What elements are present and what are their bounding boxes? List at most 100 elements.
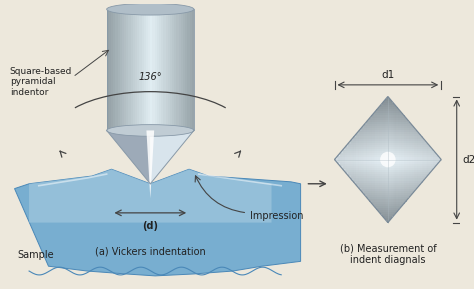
Polygon shape	[107, 130, 150, 184]
Polygon shape	[358, 187, 417, 189]
Polygon shape	[148, 9, 150, 130]
Polygon shape	[369, 118, 407, 120]
Polygon shape	[159, 9, 161, 130]
Polygon shape	[376, 109, 400, 111]
Polygon shape	[339, 164, 437, 166]
Polygon shape	[360, 189, 415, 191]
Polygon shape	[367, 197, 408, 199]
Polygon shape	[365, 195, 410, 197]
Polygon shape	[376, 208, 400, 210]
Polygon shape	[131, 9, 133, 130]
Polygon shape	[385, 99, 391, 101]
Polygon shape	[380, 105, 396, 107]
Polygon shape	[341, 166, 435, 168]
Polygon shape	[364, 193, 412, 195]
Polygon shape	[422, 139, 425, 180]
Text: Impression: Impression	[250, 211, 304, 221]
Polygon shape	[365, 122, 410, 124]
Polygon shape	[111, 9, 113, 130]
Polygon shape	[348, 142, 351, 177]
Polygon shape	[344, 147, 431, 149]
Polygon shape	[128, 9, 131, 130]
Polygon shape	[436, 155, 438, 164]
Polygon shape	[348, 174, 428, 176]
Polygon shape	[161, 9, 164, 130]
Polygon shape	[343, 149, 433, 151]
Polygon shape	[29, 169, 272, 223]
Polygon shape	[179, 9, 181, 130]
Polygon shape	[430, 149, 433, 171]
Polygon shape	[425, 142, 428, 177]
Polygon shape	[155, 9, 157, 130]
Polygon shape	[351, 178, 424, 181]
Polygon shape	[428, 145, 430, 174]
Polygon shape	[361, 127, 364, 193]
Ellipse shape	[107, 3, 194, 15]
Ellipse shape	[107, 125, 194, 136]
Polygon shape	[150, 9, 153, 130]
Polygon shape	[118, 9, 120, 130]
Polygon shape	[371, 201, 405, 204]
Polygon shape	[164, 9, 165, 130]
Polygon shape	[107, 9, 109, 130]
Circle shape	[380, 152, 396, 167]
Polygon shape	[146, 9, 148, 130]
Polygon shape	[346, 145, 429, 147]
Text: d1: d1	[381, 70, 394, 80]
Polygon shape	[345, 145, 348, 174]
Polygon shape	[135, 9, 137, 130]
Polygon shape	[183, 9, 185, 130]
Polygon shape	[358, 129, 361, 190]
Polygon shape	[346, 172, 429, 174]
Polygon shape	[357, 132, 419, 134]
Polygon shape	[433, 152, 436, 167]
Polygon shape	[115, 9, 118, 130]
Polygon shape	[157, 9, 159, 130]
Polygon shape	[340, 152, 343, 167]
Polygon shape	[344, 170, 431, 172]
Polygon shape	[139, 9, 142, 130]
Polygon shape	[353, 181, 422, 183]
Text: (b) Measurement of
indent diagnals: (b) Measurement of indent diagnals	[339, 244, 436, 266]
Polygon shape	[371, 115, 405, 118]
Polygon shape	[142, 9, 144, 130]
Polygon shape	[335, 158, 337, 161]
Polygon shape	[356, 133, 358, 186]
Polygon shape	[150, 130, 194, 184]
Polygon shape	[353, 136, 422, 138]
Polygon shape	[137, 9, 139, 130]
Polygon shape	[382, 214, 394, 216]
Polygon shape	[358, 130, 417, 132]
Polygon shape	[369, 199, 407, 201]
Polygon shape	[190, 9, 192, 130]
Polygon shape	[387, 221, 389, 223]
Polygon shape	[382, 103, 394, 105]
Polygon shape	[383, 216, 392, 218]
Polygon shape	[378, 210, 398, 212]
Polygon shape	[351, 139, 353, 180]
Polygon shape	[153, 9, 155, 130]
Polygon shape	[120, 9, 122, 130]
Polygon shape	[367, 120, 408, 122]
Polygon shape	[170, 9, 172, 130]
Polygon shape	[339, 153, 437, 155]
Polygon shape	[343, 168, 433, 170]
Polygon shape	[337, 162, 438, 164]
Polygon shape	[165, 9, 168, 130]
Polygon shape	[355, 134, 421, 136]
Polygon shape	[144, 9, 146, 130]
Polygon shape	[417, 133, 420, 186]
Polygon shape	[181, 9, 183, 130]
Polygon shape	[133, 9, 135, 130]
Polygon shape	[362, 191, 414, 193]
Polygon shape	[109, 9, 111, 130]
Text: Square-based
pyramidal
indentor: Square-based pyramidal indentor	[9, 67, 72, 97]
Text: (d): (d)	[142, 221, 158, 231]
Polygon shape	[362, 126, 414, 128]
Polygon shape	[438, 158, 441, 161]
Polygon shape	[415, 129, 417, 190]
Text: (a) Vickers indentation: (a) Vickers indentation	[95, 247, 206, 257]
Polygon shape	[353, 136, 356, 183]
Polygon shape	[383, 101, 392, 103]
Text: d2: d2	[463, 155, 474, 164]
